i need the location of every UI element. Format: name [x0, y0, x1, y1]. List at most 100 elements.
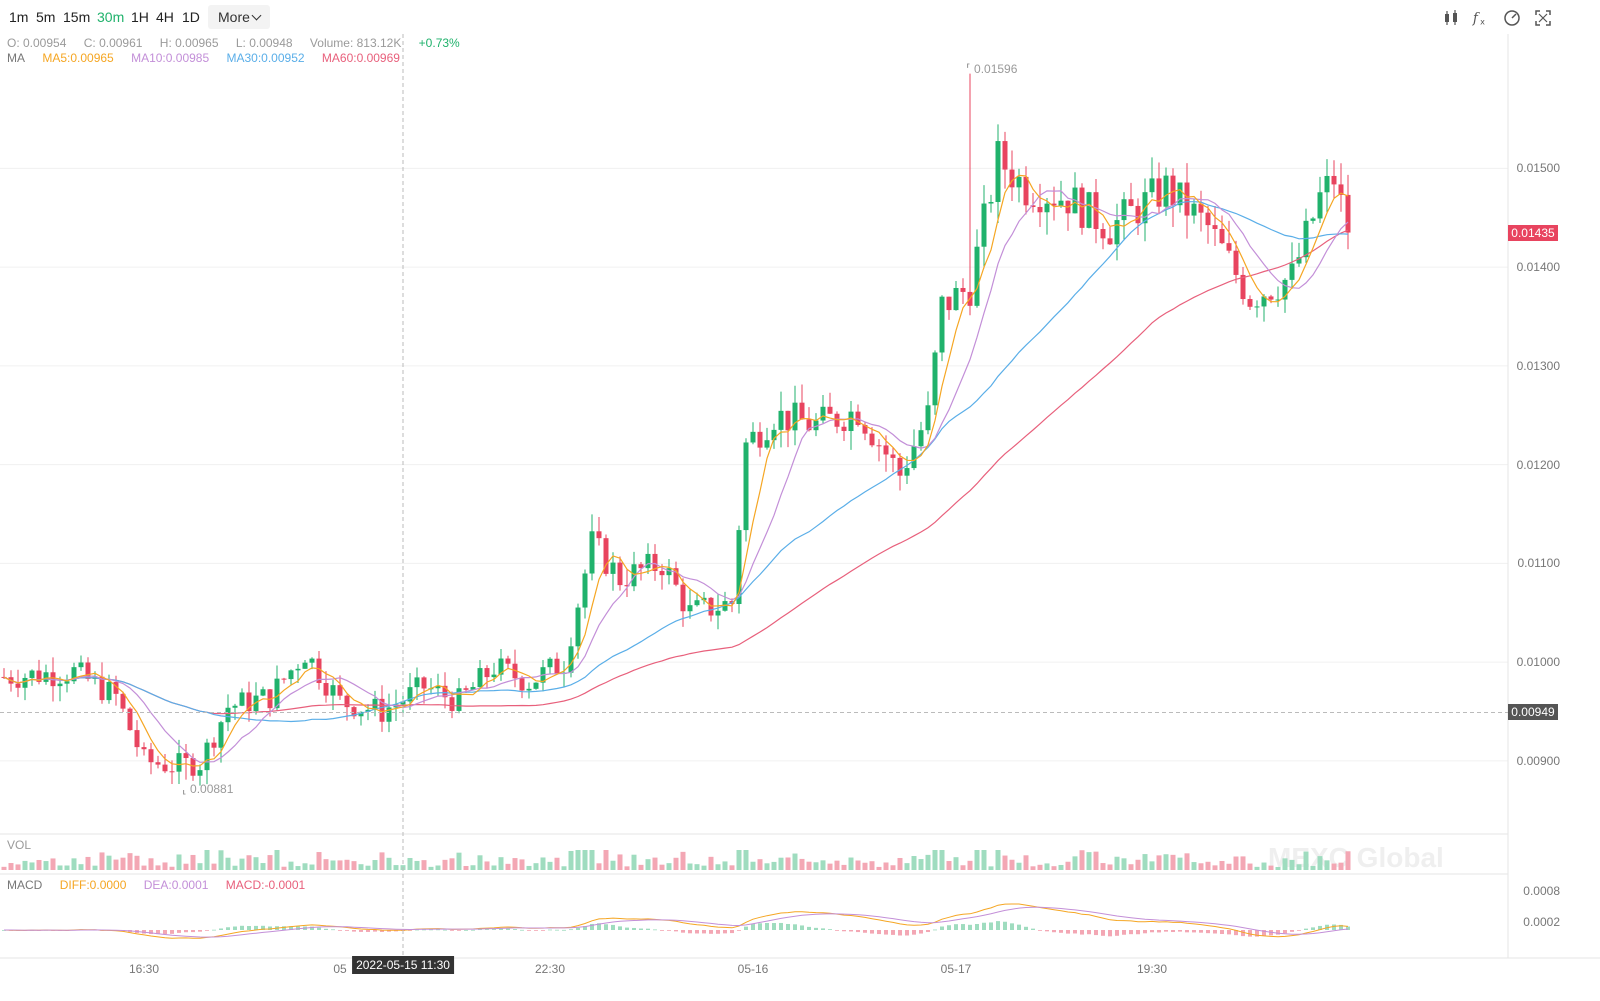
volume-bar — [1345, 851, 1351, 870]
candle-body — [43, 672, 49, 682]
candle-body — [232, 705, 238, 708]
macd-histogram-bar — [681, 930, 685, 933]
volume-bar — [498, 857, 504, 870]
candle-body — [1191, 203, 1197, 216]
macd-histogram-bar — [842, 930, 846, 932]
candle-body — [176, 753, 182, 772]
volume-value: Volume: 813.12K — [309, 36, 402, 50]
volume-bar — [106, 855, 112, 870]
volume-bar — [71, 858, 77, 870]
macd-histogram-bar — [926, 930, 930, 933]
candle-body — [848, 411, 854, 432]
low-annotation-value: 0.00881 — [190, 781, 234, 796]
candle-body — [323, 683, 329, 696]
candle-body — [281, 678, 287, 680]
macd-histogram-bar — [583, 926, 587, 930]
timeframe-5m[interactable]: 5m — [36, 9, 56, 25]
volume-bar — [1037, 864, 1043, 870]
macd-histogram-bar — [1213, 930, 1217, 934]
macd-histogram-bar — [338, 930, 342, 931]
candle-body — [141, 747, 147, 750]
macd-histogram-bar — [1311, 927, 1315, 930]
timeframe-4h[interactable]: 4H — [156, 9, 174, 25]
candle-body — [1079, 187, 1085, 228]
macd-histogram-bar — [436, 929, 440, 931]
volume-bar — [1338, 862, 1344, 870]
ma30-value: MA30:0.00952 — [226, 51, 305, 65]
volume-bar — [1142, 854, 1148, 870]
macd-histogram-bar — [163, 930, 167, 935]
high-annotation: ⸢ 0.01596 — [966, 61, 1018, 76]
candle-body — [575, 607, 581, 647]
volume-bar — [694, 864, 700, 870]
volume-bar — [127, 853, 133, 870]
candle-body — [1156, 178, 1162, 207]
timeframe-1h[interactable]: 1H — [131, 9, 149, 25]
macd-histogram-bar — [940, 926, 944, 930]
candle-body — [57, 683, 63, 687]
volume-bar — [1247, 863, 1253, 870]
candle-body — [757, 431, 763, 448]
volume-bar — [806, 861, 812, 870]
volume-bar — [1170, 854, 1176, 870]
candle-body — [295, 668, 301, 671]
volume-bar — [743, 850, 749, 870]
volume-bar — [197, 863, 203, 870]
timeframe-15m[interactable]: 15m — [63, 9, 91, 25]
volume-bar — [8, 863, 14, 870]
candle-body — [498, 658, 504, 675]
candle-body — [652, 553, 658, 571]
macd-axis-label: 0.0008 — [1523, 884, 1560, 898]
candle-body — [484, 668, 490, 678]
volume-bar — [988, 866, 994, 870]
macd-histogram-bar — [499, 928, 503, 930]
volume-bar — [960, 865, 966, 870]
candle-body — [379, 698, 385, 722]
macd-axis-label: 0.0002 — [1523, 915, 1560, 929]
volume-bar — [288, 861, 294, 870]
volume-bar — [50, 858, 56, 870]
candle-body — [995, 141, 1001, 202]
volume-bar — [1156, 855, 1162, 870]
timeframe-1m[interactable]: 1m — [9, 9, 29, 25]
macd-histogram-bar — [240, 925, 244, 930]
candle-body — [1261, 296, 1267, 307]
candle-body — [246, 692, 252, 712]
macd-histogram-bar — [1276, 930, 1280, 935]
candle-body — [309, 658, 315, 663]
volume-bar — [463, 865, 469, 870]
gauge-icon[interactable] — [1503, 9, 1521, 27]
x-tick-label: 05-16 — [737, 962, 769, 976]
candle-body — [869, 433, 875, 446]
candle-body — [764, 440, 770, 448]
volume-bar — [1016, 862, 1022, 870]
volume-bar — [29, 862, 35, 870]
candle-body — [1114, 220, 1120, 245]
macd-histogram-bar — [1297, 930, 1301, 931]
macd-histogram-bar — [555, 929, 559, 931]
macd-histogram-bar — [793, 924, 797, 930]
function-icon[interactable]: f x — [1472, 9, 1490, 27]
volume-bar — [680, 851, 686, 870]
macd-histogram-bar — [772, 923, 776, 930]
x-tick-label: 19:30 — [1136, 962, 1168, 976]
candlestick-icon[interactable] — [1442, 9, 1460, 27]
macd-histogram-bar — [884, 930, 888, 935]
volume-label: VOL — [7, 838, 32, 852]
candle-body — [624, 585, 630, 587]
more-dropdown[interactable]: More — [208, 5, 270, 29]
candle-body — [372, 698, 378, 710]
volume-bar — [869, 861, 875, 870]
macd-histogram-bar — [429, 929, 433, 931]
candle-body — [85, 662, 91, 679]
timeframe-30m[interactable]: 30m — [97, 9, 125, 25]
candle-body — [1240, 274, 1246, 300]
timeframe-1d[interactable]: 1D — [182, 9, 200, 25]
fullscreen-icon[interactable] — [1534, 9, 1552, 27]
macd-label: MACD — [7, 878, 43, 892]
volume-bar — [925, 854, 931, 870]
low-annotation: ⸤ 0.00881 — [182, 781, 234, 796]
candle-body — [1051, 203, 1057, 206]
candle-body — [554, 658, 560, 674]
